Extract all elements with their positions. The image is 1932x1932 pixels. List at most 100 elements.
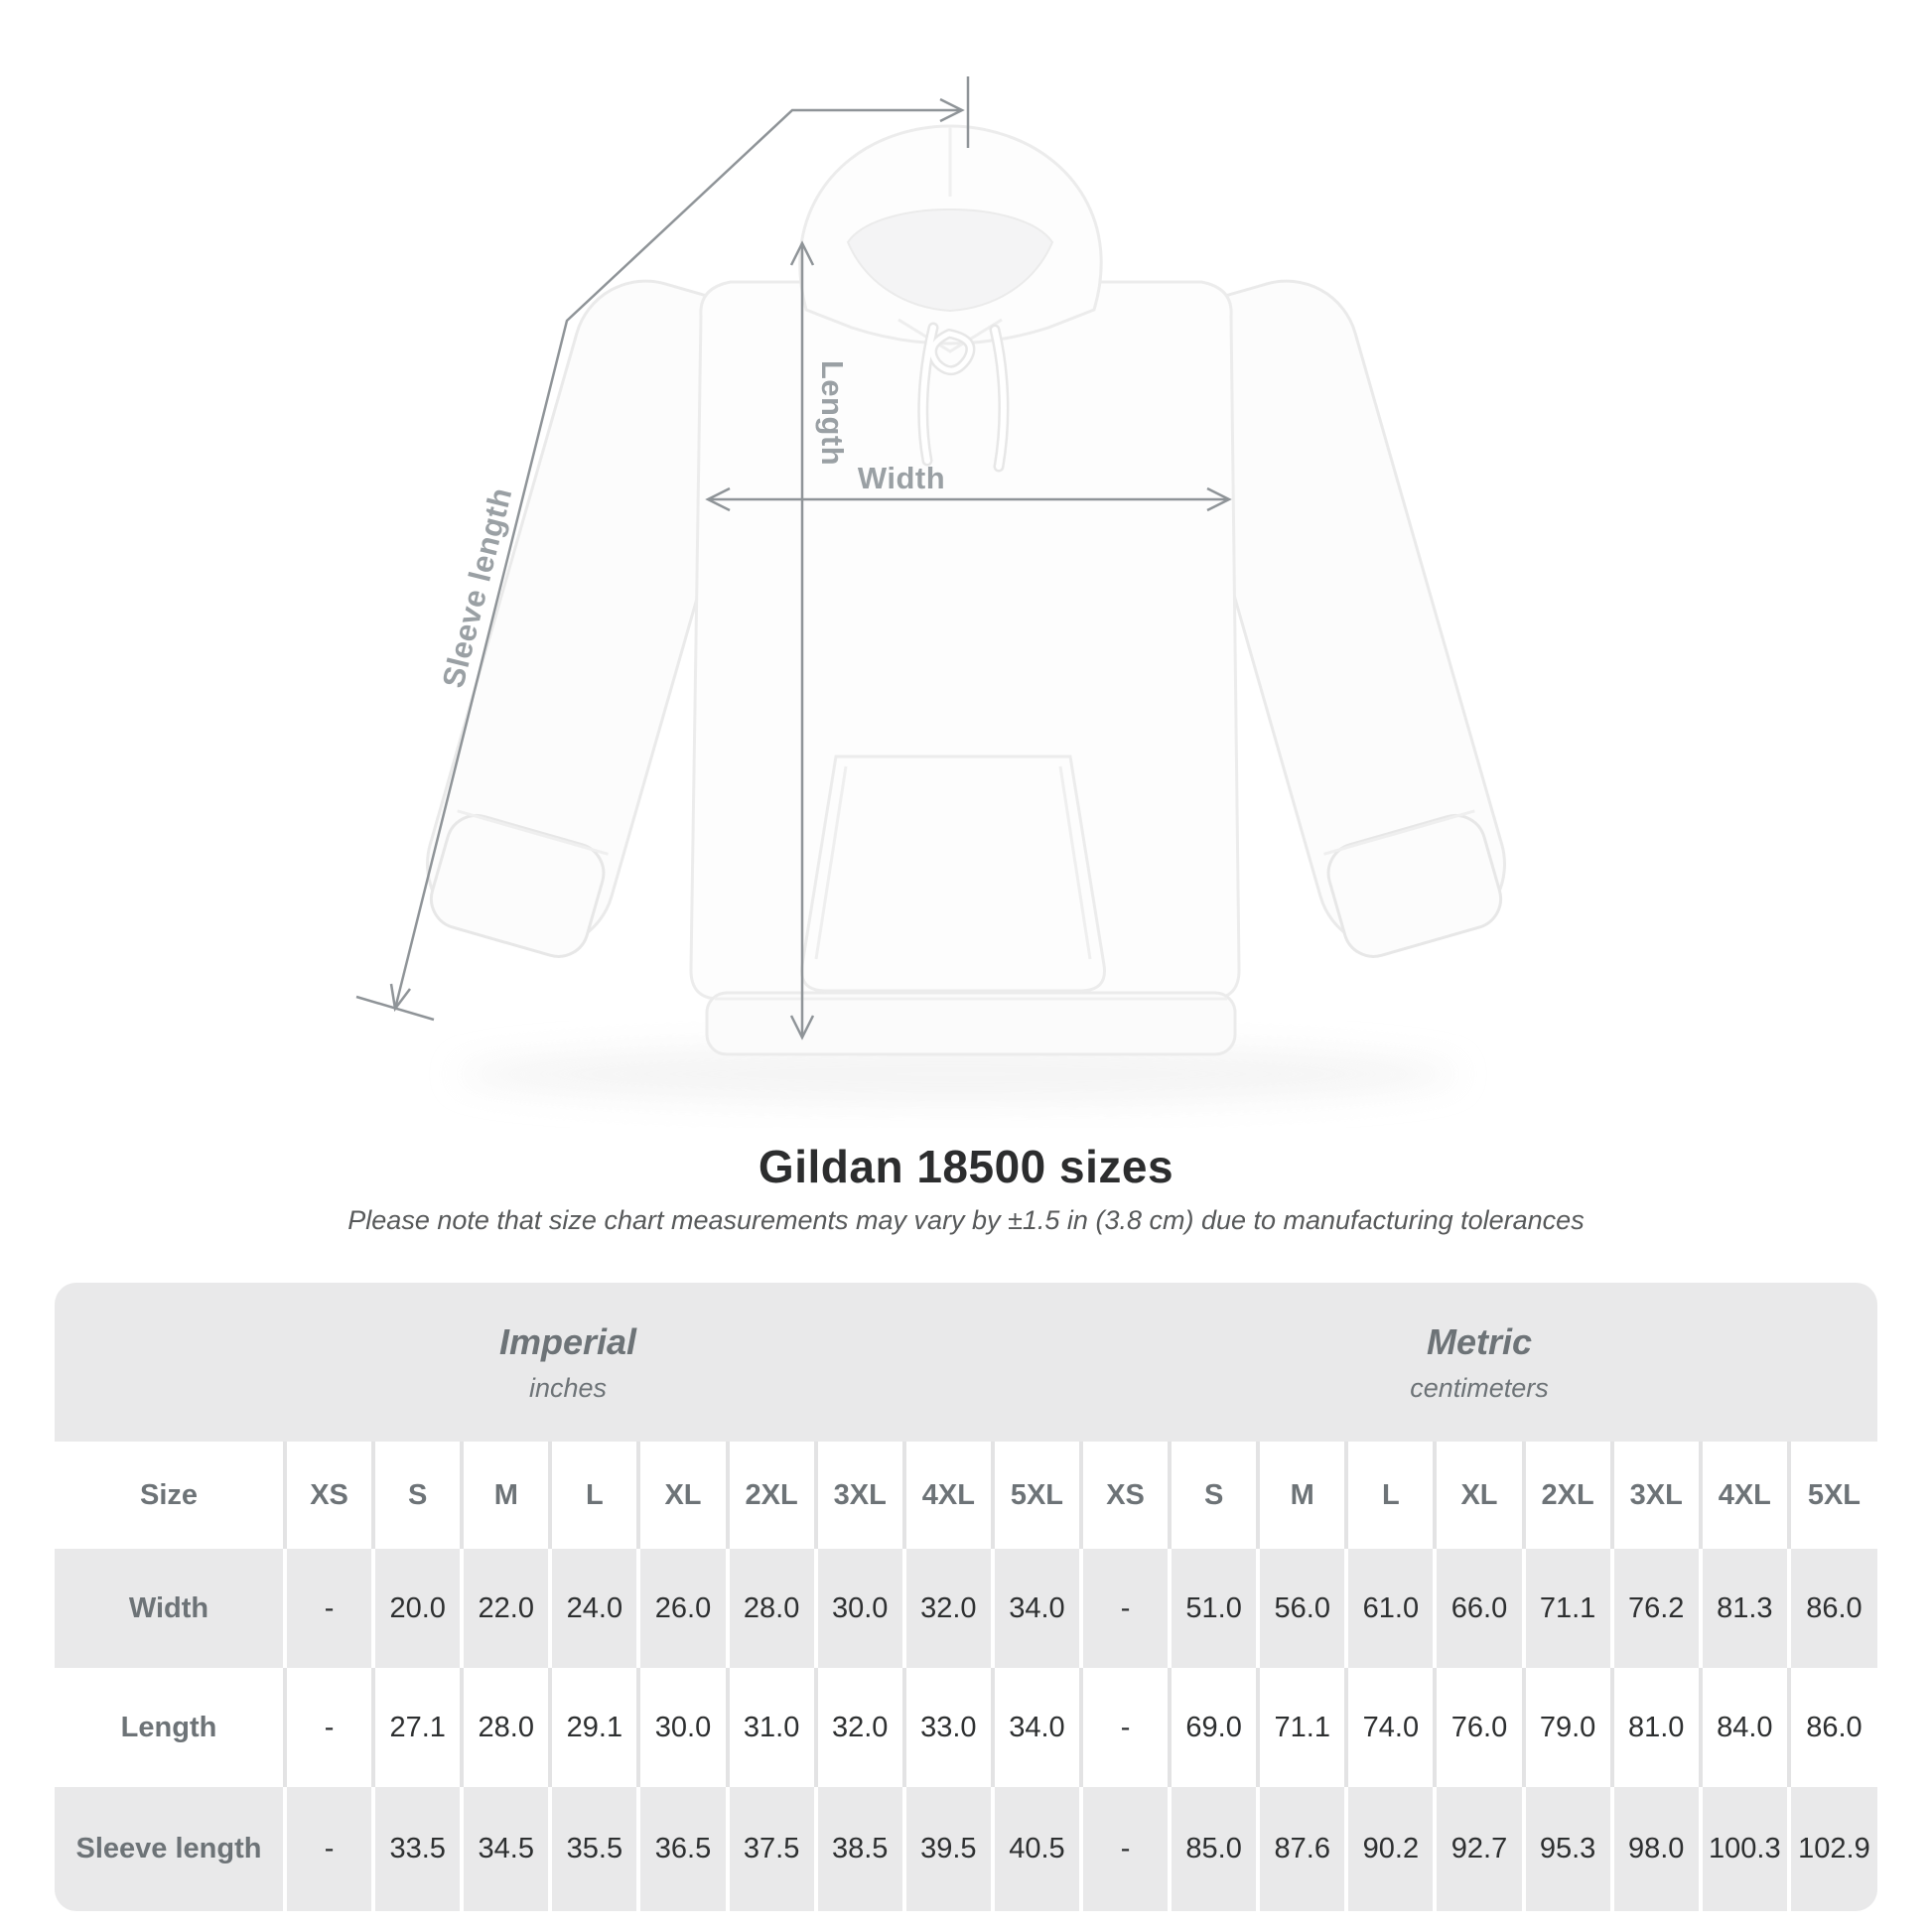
measurement-value: - [1078,1668,1171,1787]
measurement-value: 66.0 [1433,1549,1524,1668]
table-row: Length -27.1 28.0 29.1 30.0 31.0 32.0 33.0 34.0-… [55,1668,1877,1787]
length-dimension-label: Length [815,359,850,467]
measurement-value: 71.1 [1521,1549,1612,1668]
row-label: Length [120,1711,217,1743]
hoodie-shadow [457,1044,1459,1104]
measurement-value: 35.5 [548,1787,639,1911]
size-table: Imperial inches Metric centimeters Size XS S M L… [55,1283,1877,1911]
measurement-value: 79.0 [1521,1668,1612,1787]
measurement-value: 102.9 [1786,1787,1877,1911]
measurement-value: 87.6 [1256,1787,1347,1911]
unit-group-imperial: Imperial inches [55,1283,1081,1442]
unit-group-metric: Metric centimeters [1081,1283,1877,1442]
size-column-header: M [1256,1442,1347,1549]
measurement-value: 32.0 [813,1668,904,1787]
measurement-value: 33.0 [901,1668,993,1787]
measurement-value: 37.5 [725,1787,816,1911]
measurement-value: 38.5 [813,1787,904,1911]
measurement-value: 33.5 [371,1787,463,1911]
measurement-value: 28.0 [725,1549,816,1668]
measurement-value: 86.0 [1786,1668,1877,1787]
hoodie-hem [705,991,1237,1056]
measurement-value: 24.0 [548,1549,639,1668]
measurement-value: 95.3 [1521,1787,1612,1911]
measurement-value: 29.1 [548,1668,639,1787]
measurement-value: 92.7 [1433,1787,1524,1911]
measurement-value: 20.0 [371,1549,463,1668]
table-row: Width -20.0 22.0 24.0 26.0 28.0 30.0 32.0 34.0-5… [55,1549,1877,1668]
size-column-header: L [548,1442,639,1549]
size-column-header: XL [636,1442,728,1549]
hoodie-hood-lining [846,208,1054,313]
sleeve-length-arrow [393,108,962,1010]
size-column-header: 5XL [1786,1442,1877,1549]
measurement-value: 90.2 [1344,1787,1436,1911]
measurement-value: 71.1 [1256,1668,1347,1787]
size-column-header: 5XL [990,1442,1081,1549]
unit-group-unit: centimeters [1410,1372,1549,1403]
measurement-value: 76.0 [1433,1668,1524,1787]
measurement-value: 31.0 [725,1668,816,1787]
size-column-header: 2XL [725,1442,816,1549]
row-label: Width [128,1591,209,1624]
measurement-value: 86.0 [1786,1549,1877,1668]
tolerance-note: Please note that size chart measurements… [347,1205,1585,1235]
hoodie-drawstrings [917,322,1010,473]
measurement-value: 34.5 [460,1787,551,1911]
hoodie-pocket [800,755,1106,993]
unit-group-name: Imperial [498,1320,637,1362]
size-column-header: 4XL [901,1442,993,1549]
size-column-title: Size [139,1478,199,1511]
measurement-value: 40.5 [990,1787,1081,1911]
size-column-header: M [460,1442,551,1549]
size-column-header: XS [1078,1442,1171,1549]
page-title: Gildan 18500 sizes [758,1141,1174,1192]
measurement-value: 98.0 [1609,1787,1701,1911]
measurement-value: 34.0 [990,1549,1081,1668]
measurement-value: 84.0 [1698,1668,1789,1787]
dimension-arrows [355,76,1232,1040]
measurement-value: 81.0 [1609,1668,1701,1787]
measurement-value: 26.0 [636,1549,728,1668]
measurement-value: - [282,1668,374,1787]
row-label: Sleeve length [75,1833,262,1864]
measurement-value: - [282,1787,374,1911]
measurement-value: 85.0 [1168,1787,1259,1911]
measurement-value: 30.0 [636,1668,728,1787]
measurement-value: 30.0 [813,1549,904,1668]
size-column-header: XS [282,1442,374,1549]
hoodie-illustration [355,76,1506,1104]
hoodie-size-diagram: Length Width Sleeve length [355,76,1506,1104]
table-row: Sleeve length -33.5 34.5 35.5 36.5 37.5 38.5 39… [55,1787,1877,1911]
measurement-value: 22.0 [460,1549,551,1668]
measurement-value: 76.2 [1609,1549,1701,1668]
measurement-value: - [1078,1549,1171,1668]
measurement-value: - [282,1549,374,1668]
measurement-value: 56.0 [1256,1549,1347,1668]
size-column-header: 2XL [1521,1442,1612,1549]
measurement-value: 100.3 [1698,1787,1789,1911]
hoodie-right-sleeve [1170,279,1506,958]
measurement-value: 69.0 [1168,1668,1259,1787]
measurement-value: 27.1 [371,1668,463,1787]
measurement-value: - [1078,1787,1171,1911]
measurement-value: 28.0 [460,1668,551,1787]
size-column-header: L [1344,1442,1436,1549]
measurement-value: 61.0 [1344,1549,1436,1668]
measurement-value: 34.0 [990,1668,1081,1787]
size-header-row: Size XS S M L XL 2XL 3XL 4XL 5XL XS S M L XL 2XL 3XL 4XL 5… [55,1442,1877,1549]
size-column-header: 3XL [1609,1442,1701,1549]
hoodie-left-sleeve [426,279,762,958]
size-column-header: 4XL [1698,1442,1789,1549]
size-column-header: XL [1433,1442,1524,1549]
size-chart-table: Imperial inches Metric centimeters Size XS S M L… [55,1283,1877,1911]
measurement-value: 81.3 [1698,1549,1789,1668]
measurement-value: 74.0 [1344,1668,1436,1787]
measurement-value: 51.0 [1168,1549,1259,1668]
measurement-value: 32.0 [901,1549,993,1668]
size-column-header: S [371,1442,463,1549]
measurement-value: 39.5 [901,1787,993,1911]
unit-groups-row: Imperial inches Metric centimeters [55,1283,1877,1442]
measurement-value: 36.5 [636,1787,728,1911]
unit-group-name: Metric [1426,1320,1532,1362]
